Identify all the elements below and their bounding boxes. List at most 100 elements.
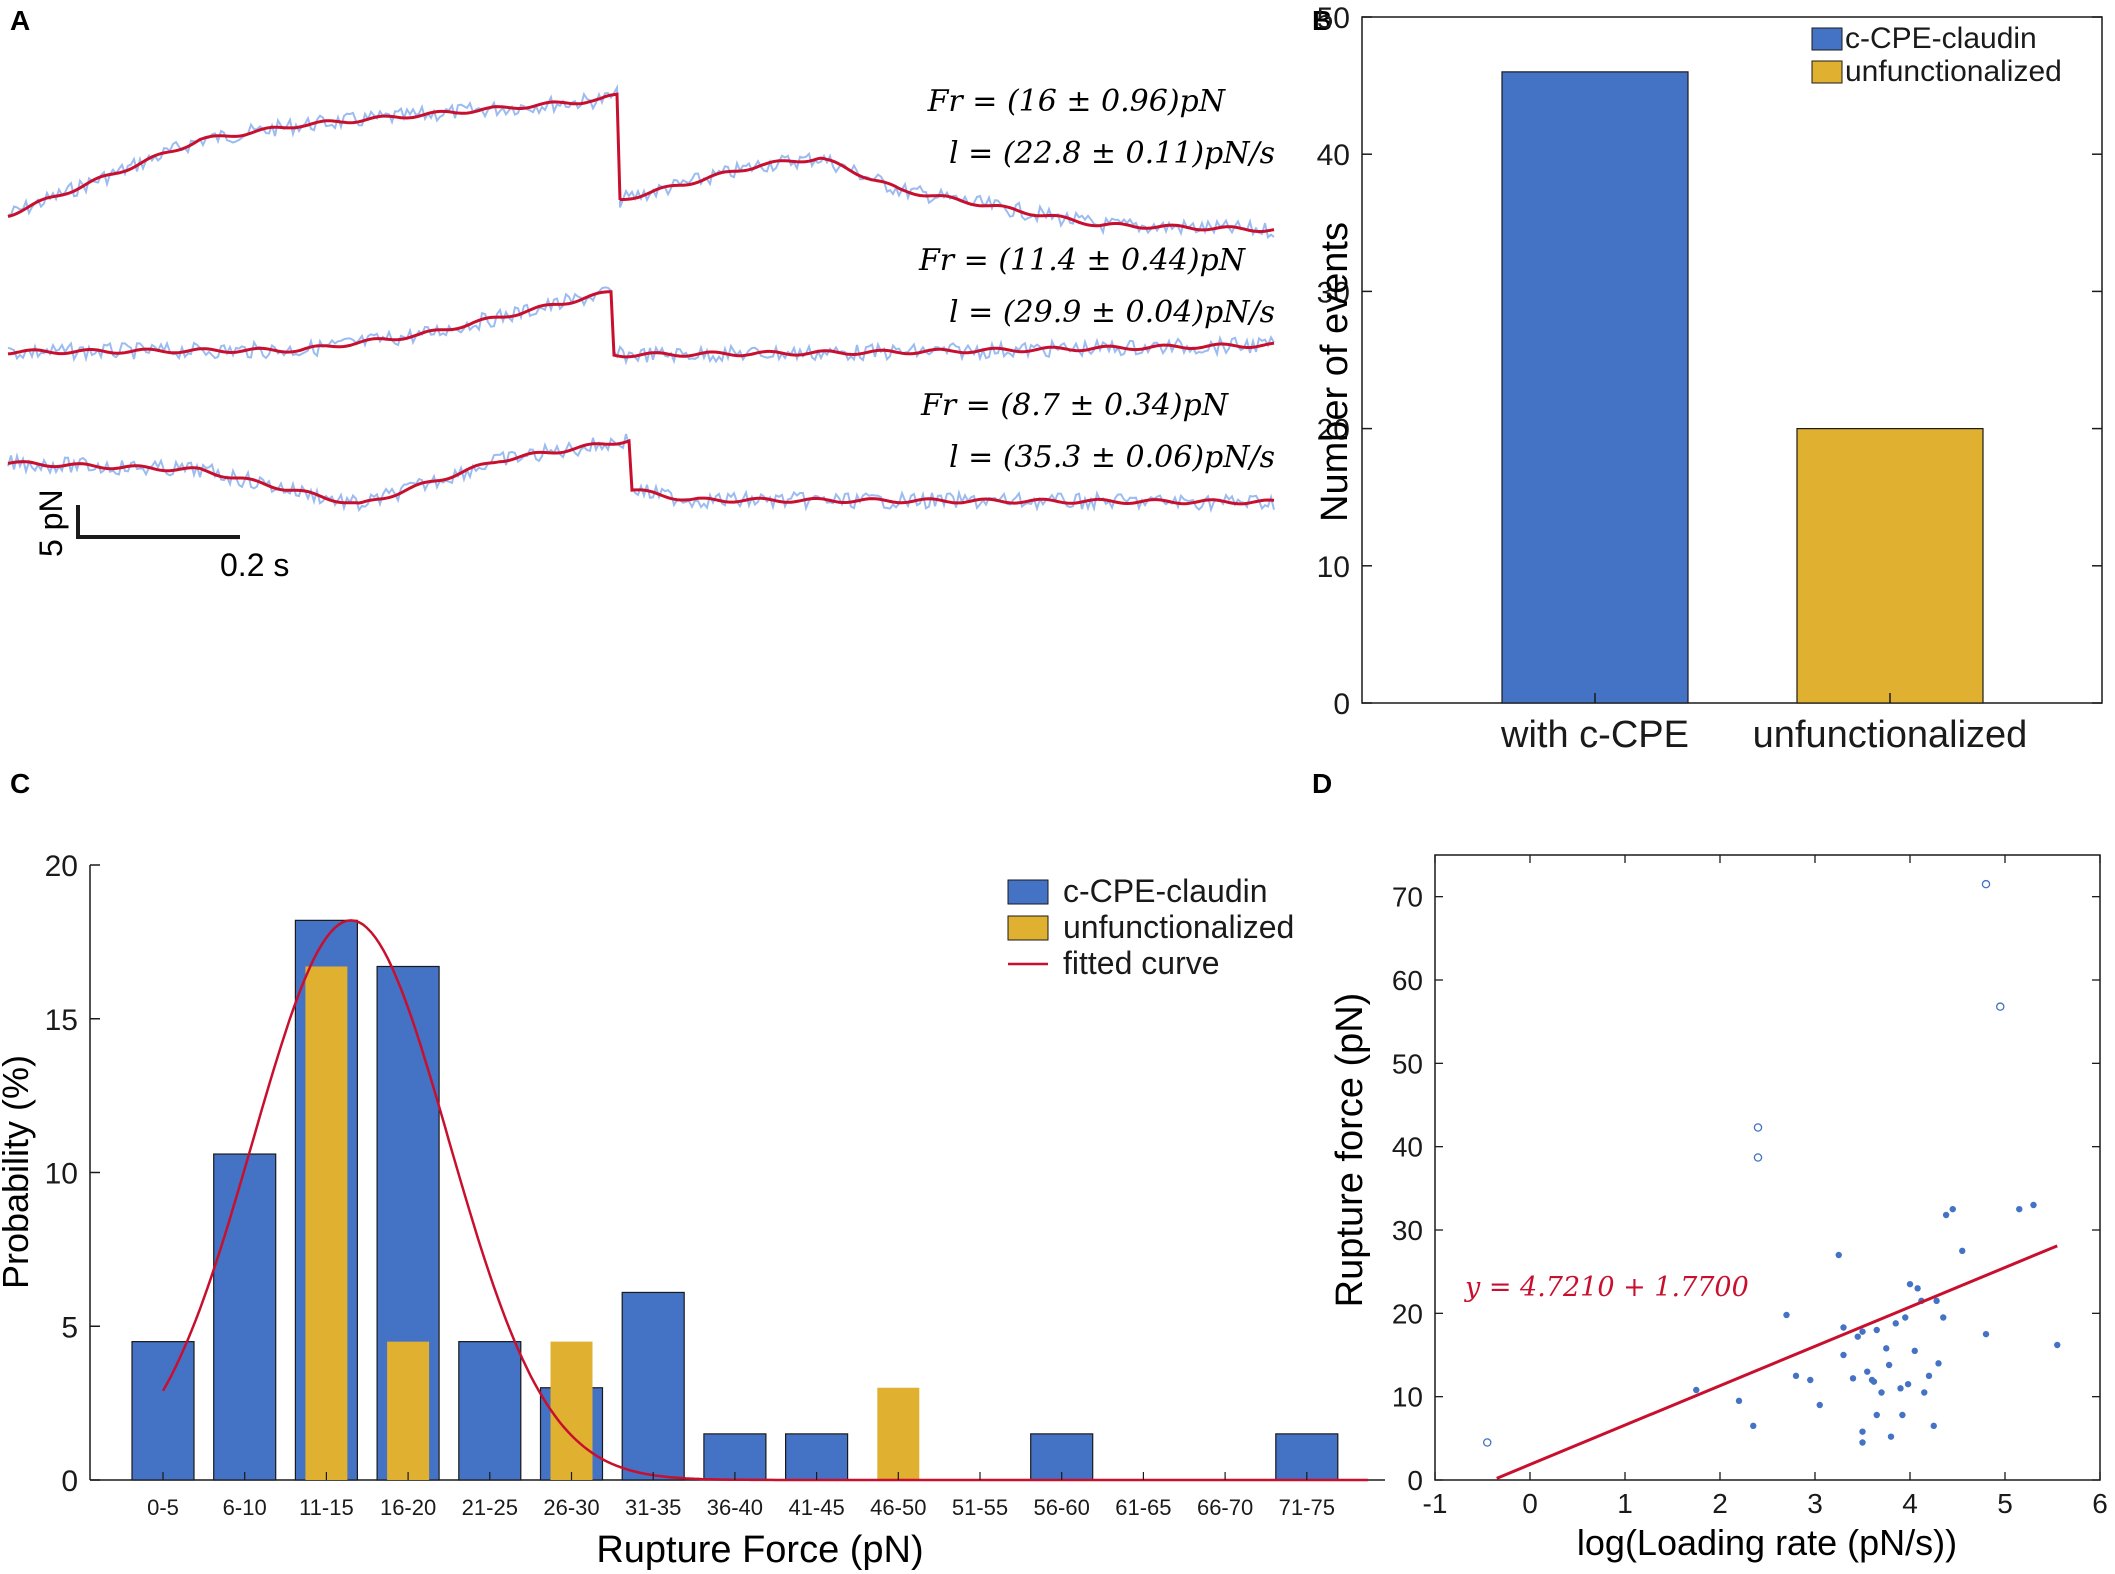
panel-d-point [1840,1324,1847,1331]
panel-d-fit-equation: y = 4.7210 + 1.7700 [1464,1272,1749,1303]
panel-label-c: C [10,768,30,799]
panel-b-x-tick-label: unfunctionalized [1753,714,2028,756]
panel-d-x-tick-label: 3 [1807,1488,1823,1519]
panel-c-legend-label: unfunctionalized [1063,909,1294,945]
scale-bar [76,505,240,539]
scale-bar-y-label: 5 pN [33,489,69,557]
panel-d-point [1885,1361,1893,1369]
panel-d-point [1873,1411,1880,1419]
panel-c-bar-claudin [213,1153,277,1481]
panel-d-outlier [1483,1438,1492,1447]
panel-d-fit-line [1496,1244,2058,1480]
scale-bar-x-label: 0.2 s [220,547,289,583]
panel-d-outlier [1996,1002,2005,1011]
trace-3-filtered [7,438,1275,506]
panel-c-ticks: 0 5 10 15 20 0-5 6-10 11-15 16-20 21-25 26-30 31-35… [45,850,1335,1520]
panel-d-y-tick-label: 50 [1392,1048,1423,1079]
panel-d-point [1925,1372,1933,1380]
panel-d-y-tick-label: 20 [1392,1298,1423,1329]
panel-d-outlier [1981,879,1991,889]
panel-d-point [1854,1333,1861,1340]
panel-c-bar-claudin [131,1341,195,1481]
panel-c-bar-claudin [458,1341,522,1481]
panel-c-x-tick-label: 0-5 [147,1495,179,1520]
panel-c-x-tick-label: 36-40 [707,1495,763,1520]
panel-c-y-axis-label: Probability (%) [0,1055,36,1289]
panel-d-point [1982,1330,1990,1338]
panel-d-x-tick-label: 2 [1712,1488,1728,1519]
panel-b-legend-label: c-CPE-claudin [1845,22,2037,55]
panel-d-point [2054,1341,2061,1349]
trace-3-rupture-force: Fr = (8.7 ± 0.34)pN [920,388,1230,423]
panel-d-point [1949,1205,1956,1213]
panel-d-y-tick-label: 10 [1392,1382,1423,1413]
panel-d-axes [1434,854,2101,1481]
panel-b-y-tick-label: 0 [1333,688,1350,721]
panel-d-point [1878,1389,1885,1396]
panel-c-fitted-curve [161,919,1369,1482]
panel-b-axes [1361,16,2103,704]
panel-b-x-tick-label: with c-CPE [1500,714,1689,756]
panel-d-point [1807,1376,1814,1384]
panel-c-x-tick-label: 66-70 [1197,1495,1253,1520]
panel-c-bar-unfunctionalized [877,1387,920,1480]
panel-d-axes-box [1434,854,2101,1481]
panel-d-point [1750,1422,1757,1430]
panel-b-bar-0 [1501,71,1689,704]
panel-d-point [1816,1401,1823,1409]
panel-d-point [2030,1201,2037,1209]
panel-d-x-tick-label: 0 [1522,1488,1538,1519]
panel-d-x-tick-label: 4 [1902,1488,1918,1519]
panel-c-x-tick-label: 61-65 [1115,1495,1171,1520]
panel-b-y-axis-label: Number of events [1314,222,1356,522]
panel-d-point [1883,1345,1890,1352]
panel-d-point [1899,1411,1906,1419]
trace-1-filtered [7,92,1275,233]
panel-d-x-tick-label: -1 [1423,1488,1448,1519]
panel-d-point [1887,1433,1895,1440]
panel-c-legend-label: fitted curve [1063,945,1220,981]
panel-d-point [1835,1251,1842,1259]
panel-d-point [1942,1211,1950,1219]
panel-label-b: B [1312,5,1332,36]
panel-d-point [1892,1320,1899,1327]
panel-c-x-tick-label: 56-60 [1034,1495,1090,1520]
panel-b-y-tick-label: 10 [1317,551,1350,584]
trace-2-filtered [7,290,1275,359]
panel-b-ticks: 0 10 20 30 40 50 with c-CPE unfunctionalized [1317,2,2102,756]
panel-d-y-tick-label: 30 [1392,1215,1423,1246]
panel-c-legend-label: c-CPE-claudin [1063,873,1268,909]
trace-group [7,83,1275,514]
panel-b-bars [1501,71,1984,704]
panel-d-point [1940,1314,1947,1321]
panel-c-bars [131,919,1339,1481]
panel-d-point [1897,1385,1904,1392]
panel-d-point [1849,1375,1857,1382]
panel-c-x-tick-label: 21-25 [462,1495,518,1520]
panel-c-x-tick-label: 11-15 [299,1495,354,1520]
panel-c-bar-unfunctionalized [387,1341,430,1480]
panel-d-point [1902,1314,1909,1321]
trace-1-rupture-force: Fr = (16 ± 0.96)pN [927,84,1227,119]
panel-c-y-tick-label: 10 [45,1158,78,1191]
panel-c-bar-claudin [784,1433,849,1481]
panel-d-y-tick-label: 70 [1392,882,1423,913]
panel-d-point [1859,1439,1866,1446]
panel-c-y-tick-label: 5 [61,1311,78,1344]
panel-d-point [1792,1372,1800,1380]
panel-c-legend-swatch [1007,879,1049,905]
panel-c-legend-swatch [1007,915,1049,941]
panel-d-point [1783,1311,1790,1319]
panel-d-point [1930,1422,1937,1430]
panel-c-bar-unfunctionalized [305,966,348,1480]
panel-c-chart: 0 5 10 15 20 0-5 6-10 11-15 16-20 21-25 26-30 31-35… [0,850,1385,1571]
panel-d-point [1933,1297,1940,1305]
panel-d-outlier [1753,1123,1763,1132]
panel-d-point [1911,1347,1918,1355]
panel-d-y-axis-label: Rupture force (pN) [1329,993,1371,1308]
panel-d-point [1840,1351,1847,1359]
